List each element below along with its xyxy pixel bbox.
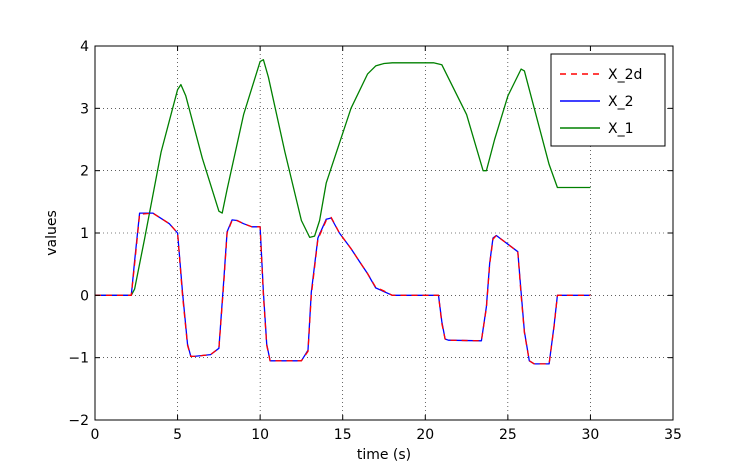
x-tick-label: 15: [334, 427, 352, 443]
series-line-x-2d: [95, 212, 591, 365]
y-tick-label: 2: [80, 164, 89, 180]
series-line-x-1: [95, 59, 591, 296]
x-tick-label: 20: [416, 427, 434, 443]
legend-label-x2: X_2: [608, 94, 634, 110]
x-tick-label: 10: [251, 427, 269, 443]
y-tick-label: 0: [80, 288, 89, 304]
x-tick-label: 0: [91, 427, 100, 443]
legend: X_2d X_2 X_1: [550, 53, 666, 147]
y-tick-label: 4: [80, 39, 89, 55]
y-tick-label: 3: [80, 101, 89, 117]
x-tick-label: 35: [664, 427, 682, 443]
y-tick-label: −2: [68, 413, 89, 429]
legend-label-x2d: X_2d: [608, 67, 642, 83]
y-tick-label: −1: [68, 351, 89, 367]
ticks: 0 5 10 15 20 25 30 35 −2 −1 0 1 2 3 4: [68, 39, 682, 443]
y-tick-label: 1: [80, 226, 89, 242]
x-axis-label: time (s): [357, 447, 411, 463]
series-group: [95, 59, 591, 365]
x-tick-label: 5: [173, 427, 182, 443]
legend-label-x1: X_1: [608, 121, 634, 137]
x-tick-label: 25: [499, 427, 517, 443]
y-axis-label: values: [44, 210, 60, 256]
grid: [95, 46, 673, 420]
legend-box: [550, 53, 666, 147]
x-tick-label: 30: [582, 427, 600, 443]
